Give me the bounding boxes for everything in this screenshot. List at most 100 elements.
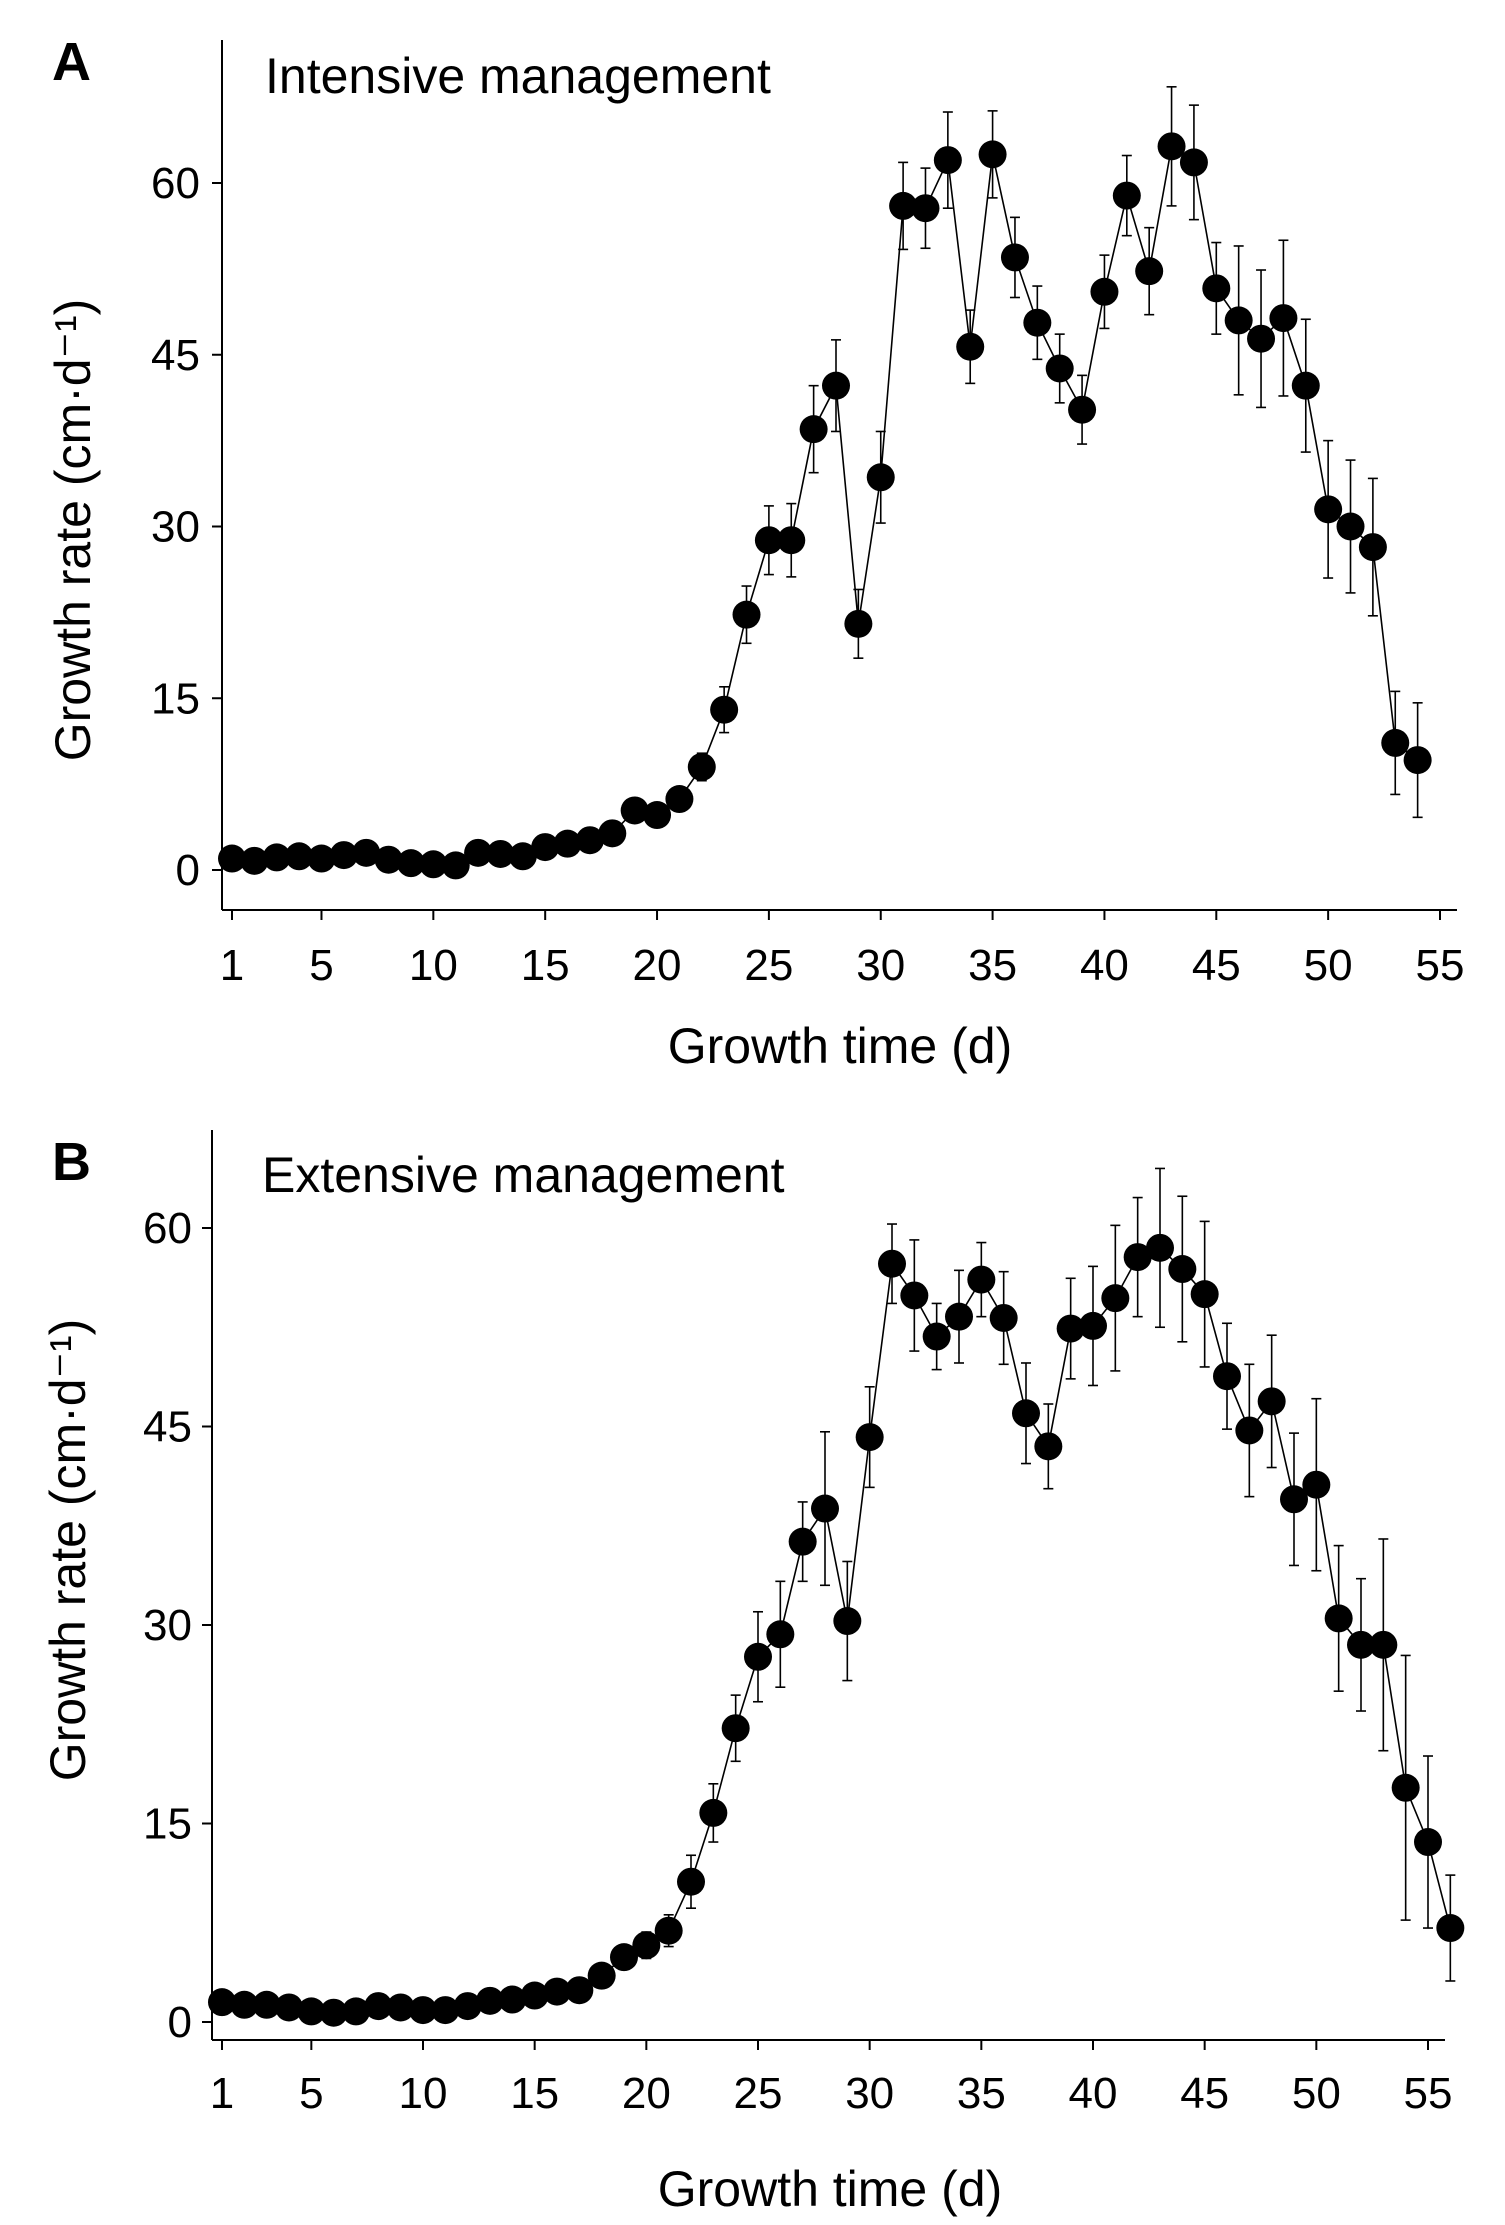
data-point [1202, 274, 1231, 303]
chart-title: Extensive management [262, 1147, 785, 1203]
data-point [409, 1996, 437, 2025]
data-point [252, 1990, 281, 2019]
data-point [1090, 277, 1119, 306]
data-point [1146, 1233, 1174, 1262]
chart-panel-a: A Intensive management Growth time (d) G… [45, 32, 1464, 1074]
data-point [275, 1993, 303, 2022]
data-point [844, 609, 873, 638]
y-tick-label: 30 [143, 1601, 192, 1650]
data-point [508, 842, 537, 871]
x-tick-label: 25 [744, 941, 793, 990]
data-point [230, 1990, 259, 2019]
data-point [531, 833, 560, 862]
x-tick-label: 45 [1180, 2069, 1229, 2118]
plot-area [208, 1167, 1465, 2027]
data-point [1257, 1387, 1286, 1416]
data-point [262, 843, 291, 872]
data-point [967, 1265, 996, 1294]
data-point [677, 1867, 705, 1896]
data-point [297, 1997, 326, 2026]
data-point [1403, 746, 1432, 775]
data-point [732, 600, 761, 629]
plot-area [218, 86, 1432, 880]
data-point [889, 191, 918, 220]
data-point [811, 1494, 839, 1523]
data-point [1123, 1243, 1152, 1272]
x-tick-label: 15 [510, 2069, 559, 2118]
data-point [1112, 181, 1141, 210]
data-point [699, 1798, 728, 1827]
series-line [231, 145, 1419, 867]
data-point [945, 1302, 973, 1331]
data-point [431, 1996, 460, 2025]
y-tick-label: 0 [176, 846, 200, 895]
data-point [799, 415, 828, 444]
x-tick-label: 10 [399, 2069, 448, 2118]
data-point [754, 526, 783, 555]
data-point [710, 695, 739, 724]
x-tick-label: 40 [1069, 2069, 1118, 2118]
data-point [956, 332, 985, 361]
data-point [822, 371, 850, 400]
data-point [654, 1916, 683, 1945]
data-point [989, 1303, 1018, 1332]
data-point [643, 801, 672, 830]
data-point [486, 839, 515, 868]
data-point [744, 1642, 772, 1671]
data-point [396, 849, 425, 878]
data-point [1012, 1399, 1040, 1428]
data-point [1381, 728, 1410, 757]
data-point [419, 850, 448, 879]
y-tick-label: 45 [143, 1403, 192, 1452]
x-tick-label: 40 [1080, 941, 1129, 990]
data-point [878, 1249, 906, 1278]
data-point [476, 1986, 504, 2015]
data-point [632, 1931, 661, 1960]
data-point [1056, 1314, 1085, 1343]
data-point [1324, 1604, 1353, 1633]
data-point [587, 1961, 616, 1990]
x-tick-label: 25 [734, 2069, 783, 2118]
x-tick-label: 35 [957, 2069, 1006, 2118]
data-point [788, 1527, 817, 1556]
panel-letter: B [52, 1132, 91, 1192]
data-point [1068, 395, 1097, 424]
data-point [1280, 1485, 1308, 1514]
data-point [453, 1992, 482, 2021]
data-point [565, 1976, 594, 2005]
y-axis-label: Growth rate (cm·d⁻¹) [40, 1319, 96, 1782]
data-point [575, 826, 604, 855]
x-tick-label: 20 [622, 2069, 671, 2118]
x-tick-label: 1 [220, 941, 244, 990]
data-point [610, 1943, 638, 1972]
data-point [364, 1992, 393, 2021]
data-point [342, 1997, 370, 2026]
x-tick-label: 5 [309, 941, 333, 990]
data-point [1369, 1630, 1398, 1659]
data-point [1235, 1416, 1264, 1445]
data-point [833, 1607, 862, 1636]
series-line [221, 1246, 1452, 2014]
data-point [620, 796, 649, 825]
x-tick-label: 10 [409, 941, 458, 990]
data-point [933, 146, 962, 175]
data-point [1291, 371, 1320, 400]
data-point [922, 1322, 951, 1351]
data-point [1302, 1470, 1331, 1499]
data-point [1269, 304, 1298, 333]
data-point [1213, 1362, 1241, 1391]
data-point [1179, 148, 1208, 177]
panel-letter: A [52, 32, 91, 92]
y-tick-label: 30 [151, 503, 200, 552]
x-tick-label: 30 [845, 2069, 894, 2118]
data-point [1168, 1255, 1197, 1284]
x-tick-label: 30 [856, 941, 905, 990]
data-point [1045, 354, 1074, 383]
x-tick-label: 35 [968, 941, 1017, 990]
data-point [464, 838, 493, 867]
data-point [1190, 1280, 1219, 1309]
data-point [498, 1985, 527, 2014]
data-point [285, 842, 314, 871]
data-point [911, 194, 940, 223]
